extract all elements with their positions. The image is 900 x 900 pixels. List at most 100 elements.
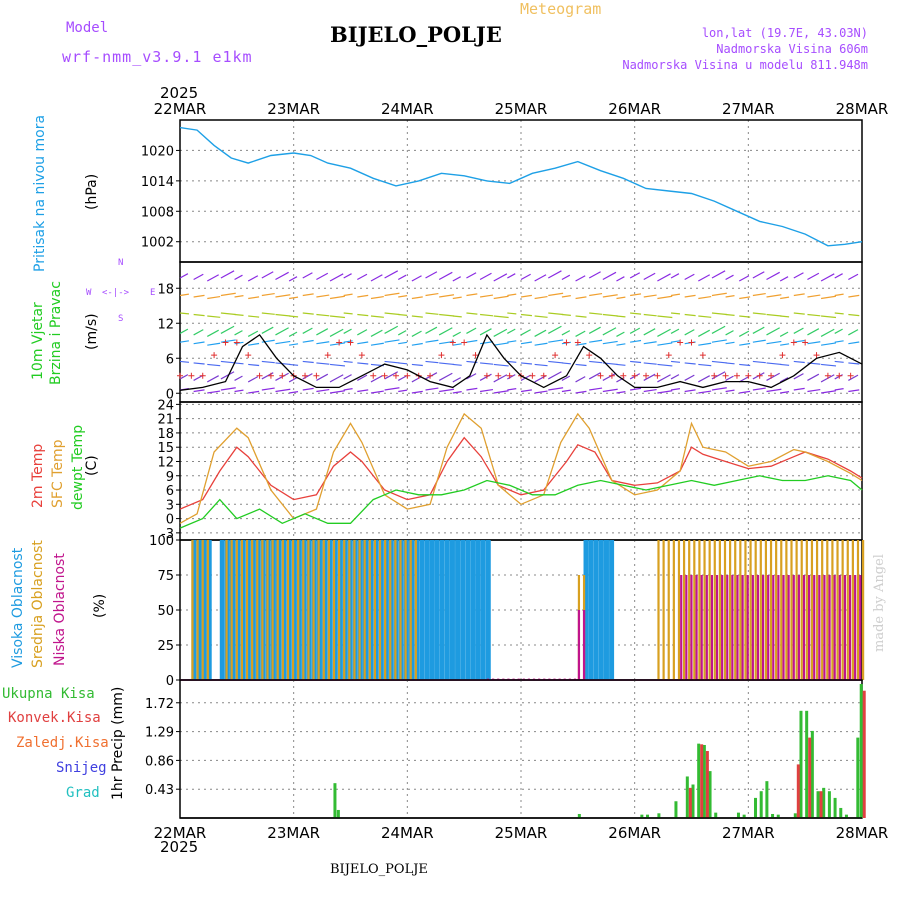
gust-marker <box>722 372 729 379</box>
wind-arrow <box>848 341 860 345</box>
wind-arrow <box>520 341 532 345</box>
wind-arrow <box>343 293 353 297</box>
wind-arrow <box>602 271 617 281</box>
y-tick-label: 3 <box>166 498 174 513</box>
y-tick-label: 6 <box>166 352 174 367</box>
wind-arrow <box>220 270 235 279</box>
precip-bar <box>697 743 701 818</box>
wind-arrow <box>302 339 314 343</box>
wind-arrow <box>384 270 399 279</box>
wind-arrow <box>725 389 735 393</box>
wind-arrow <box>247 275 259 282</box>
cloud-bar <box>389 540 392 680</box>
precip-snow-label: Snijeg <box>56 760 107 776</box>
cloud-bar <box>736 575 739 680</box>
cloud-bar <box>677 540 681 680</box>
gust-marker <box>699 352 706 359</box>
cloud-bar <box>828 575 831 680</box>
wind-arrow <box>466 312 478 315</box>
cloud-bar <box>795 540 798 680</box>
cloud-bar <box>792 575 795 680</box>
cloud-bar <box>609 540 615 680</box>
y-tick-label: 1.29 <box>145 726 174 741</box>
wind-arrow <box>725 313 735 316</box>
wind-arrow <box>384 325 399 334</box>
wind-arrow <box>329 295 345 300</box>
wind-arrow <box>739 390 751 394</box>
wind-arrow <box>507 312 517 315</box>
wind-arrow <box>247 330 259 337</box>
wind-arrow <box>684 374 695 381</box>
wind-arrow <box>466 339 478 343</box>
precip-bar <box>856 737 860 818</box>
gust-marker <box>711 372 718 379</box>
gust-marker <box>586 352 593 359</box>
wind-arrow <box>316 362 330 365</box>
cloud-bar <box>718 540 721 680</box>
wind-arrow <box>848 374 859 381</box>
wind-arrow <box>384 339 400 343</box>
cloud-bar <box>813 575 816 680</box>
wind-arrow <box>820 342 837 346</box>
wind-arrow <box>493 315 509 319</box>
gust-marker <box>199 372 206 379</box>
time-tick-label-bottom: 27MAR <box>722 824 775 842</box>
wind-arrow <box>411 363 423 367</box>
wind-arrow <box>602 327 617 336</box>
wind-arrow <box>275 294 291 298</box>
wind-arrow <box>793 327 804 334</box>
wind-arrow <box>657 390 673 394</box>
cloud-bar <box>769 540 773 680</box>
precip-bar <box>674 801 678 818</box>
gust-marker <box>427 372 434 379</box>
product-title: Meteogram <box>520 0 602 18</box>
wind-arrow <box>807 341 821 345</box>
gust-marker <box>631 372 638 379</box>
wind-arrow <box>493 374 508 383</box>
cloud-bar <box>729 540 732 680</box>
gust-marker <box>483 372 490 379</box>
cloud-bar <box>384 540 387 680</box>
wind-arrow <box>752 339 766 343</box>
wind-arrow <box>739 342 751 346</box>
wind-arrow <box>520 389 532 393</box>
wind-arrow <box>302 373 313 380</box>
wind-arrow <box>739 315 751 318</box>
precip-bar <box>646 814 650 818</box>
wind-arrow <box>616 391 626 394</box>
wind-arrow <box>507 293 517 297</box>
cloud-bar <box>343 540 346 680</box>
wind-arrow <box>711 360 727 364</box>
wind-arrow <box>766 388 782 393</box>
wind-arrow <box>575 296 587 300</box>
model-label: Model <box>66 20 109 36</box>
wind-arrow <box>630 293 642 297</box>
wind-arrow <box>725 362 735 365</box>
cloud-bar <box>780 540 783 680</box>
cloud-bar <box>206 540 209 680</box>
wind-arrow <box>439 362 455 366</box>
wind-arrow <box>275 388 291 393</box>
wind-arrow <box>316 294 330 298</box>
precip-bar <box>859 684 863 818</box>
gust-marker <box>279 372 286 379</box>
wind-arrow <box>507 273 516 279</box>
wind-arrow <box>561 313 571 316</box>
wind-arrow <box>548 360 564 364</box>
compass-n: N <box>118 258 124 268</box>
wind-arrow <box>329 273 344 282</box>
temp-series-line <box>179 475 863 529</box>
precip-bar <box>759 791 763 818</box>
wind-arrow <box>289 315 299 318</box>
cloud-bar <box>754 540 757 680</box>
wind-arrow <box>384 360 400 364</box>
gust-marker <box>779 352 786 359</box>
cloud-bar <box>657 540 660 680</box>
y-tick-label: 100 <box>149 534 174 549</box>
compass-e: E <box>150 288 156 298</box>
wind-arrow <box>534 363 548 367</box>
wind-arrow <box>630 339 642 343</box>
cloud-bar <box>695 575 698 680</box>
wind-arrow <box>493 295 509 300</box>
